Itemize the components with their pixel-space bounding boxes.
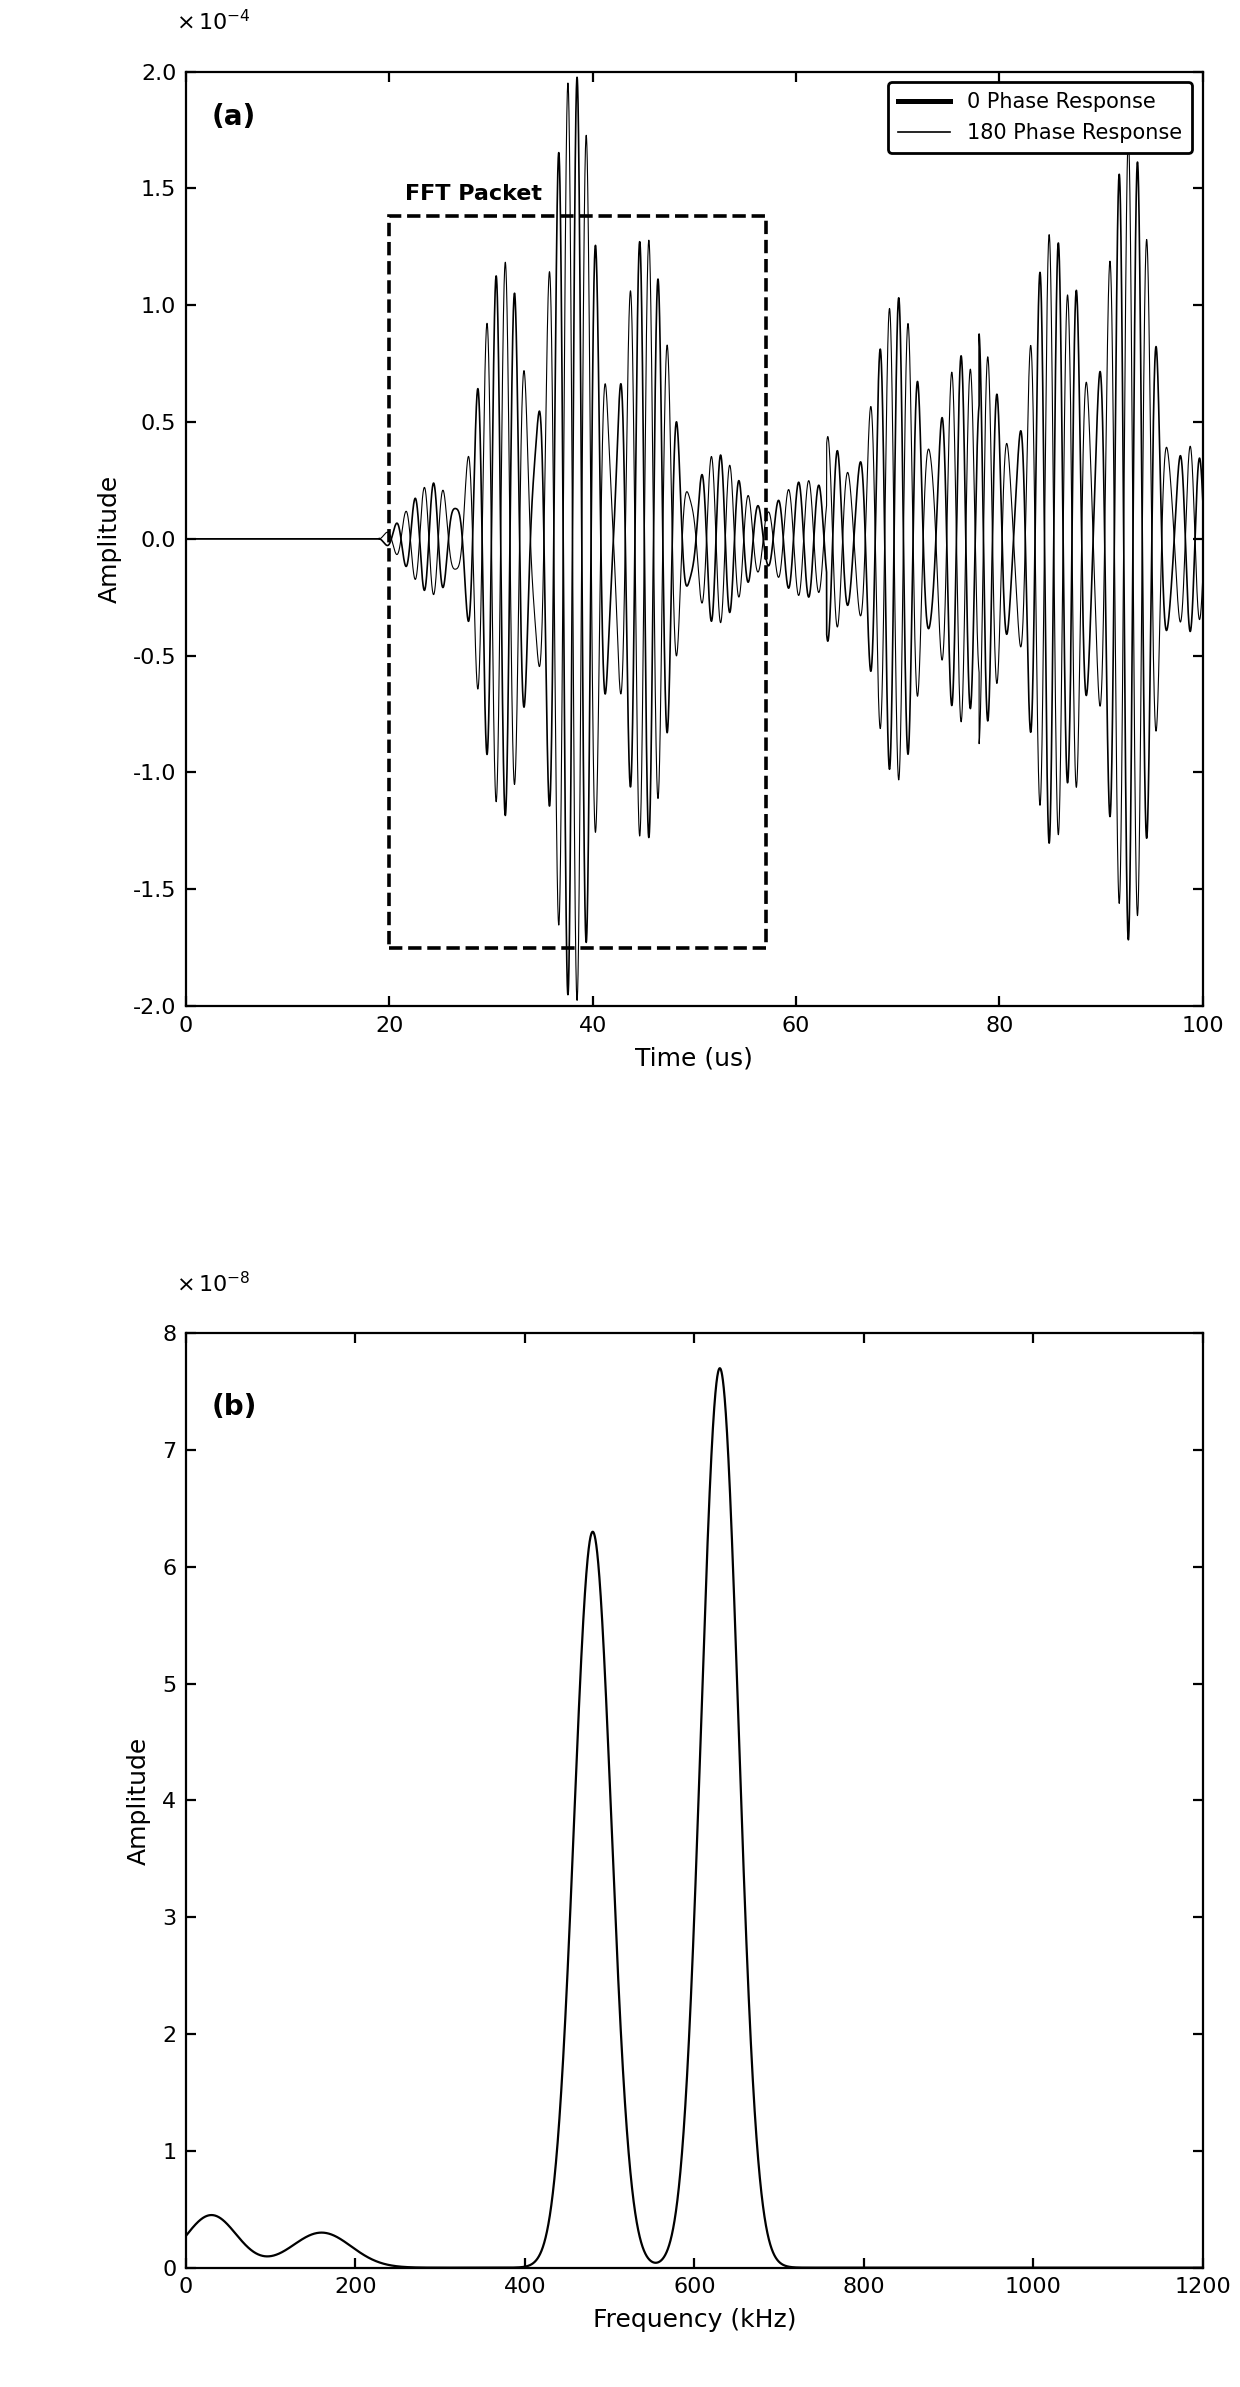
Text: (b): (b): [211, 1394, 257, 1420]
Text: $\times\,10^{-4}$: $\times\,10^{-4}$: [176, 10, 250, 33]
X-axis label: Time (us): Time (us): [635, 1048, 754, 1072]
Legend: 0 Phase Response, 180 Phase Response: 0 Phase Response, 180 Phase Response: [888, 81, 1193, 153]
Bar: [389, 217, 765, 948]
X-axis label: Frequency (kHz): Frequency (kHz): [593, 2308, 796, 2332]
Y-axis label: Amplitude: Amplitude: [126, 1735, 151, 1864]
Text: $\times\,10^{-8}$: $\times\,10^{-8}$: [176, 1270, 250, 1296]
Y-axis label: Amplitude: Amplitude: [98, 475, 122, 604]
Text: FFT Packet: FFT Packet: [404, 184, 542, 205]
Text: (a): (a): [211, 103, 255, 131]
